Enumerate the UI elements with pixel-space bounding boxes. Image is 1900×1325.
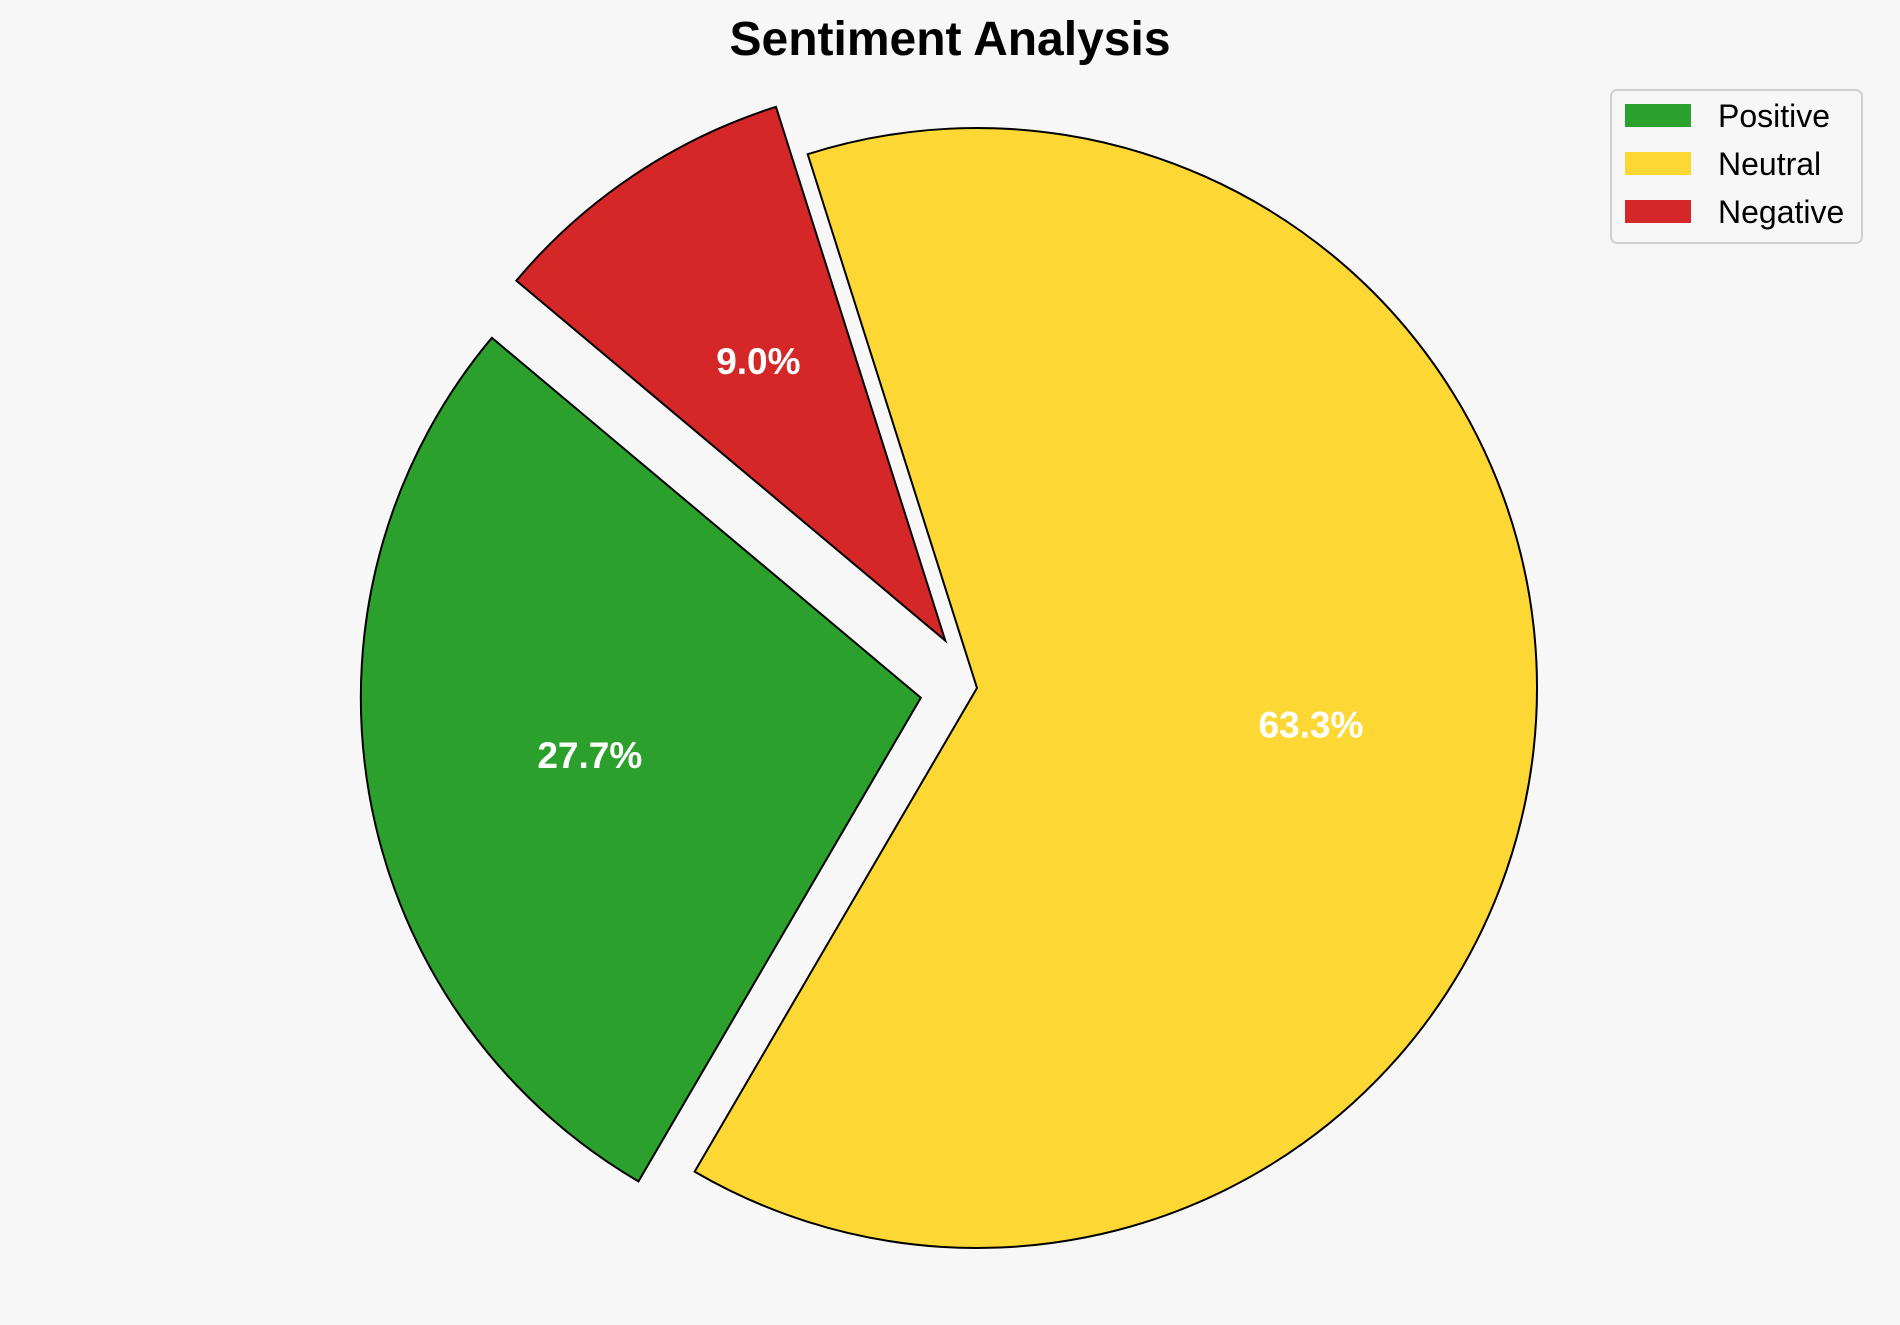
- slice-label-negative: 9.0%: [716, 341, 800, 382]
- chart-title: Sentiment Analysis: [729, 13, 1170, 66]
- pie-slice-positive: [359, 336, 923, 1183]
- legend-swatch-positive: [1625, 104, 1691, 127]
- legend-swatch-neutral: [1625, 152, 1691, 175]
- slice-label-positive: 27.7%: [537, 735, 642, 776]
- legend-label-negative: Negative: [1718, 194, 1844, 230]
- legend-items: Positive Neutral Negative: [1625, 98, 1844, 230]
- slice-label-neutral: 63.3%: [1258, 705, 1363, 746]
- pie-slice-negative: [514, 105, 948, 644]
- pie-slices: [359, 105, 1538, 1249]
- pie-slice-neutral: [693, 127, 1538, 1249]
- legend-label-neutral: Neutral: [1718, 146, 1821, 182]
- legend: Positive Neutral Negative: [1610, 89, 1863, 244]
- slice-labels: 27.7% 63.3% 9.0%: [537, 341, 1363, 776]
- legend-swatch-negative: [1625, 200, 1691, 223]
- legend-label-positive: Positive: [1718, 98, 1830, 134]
